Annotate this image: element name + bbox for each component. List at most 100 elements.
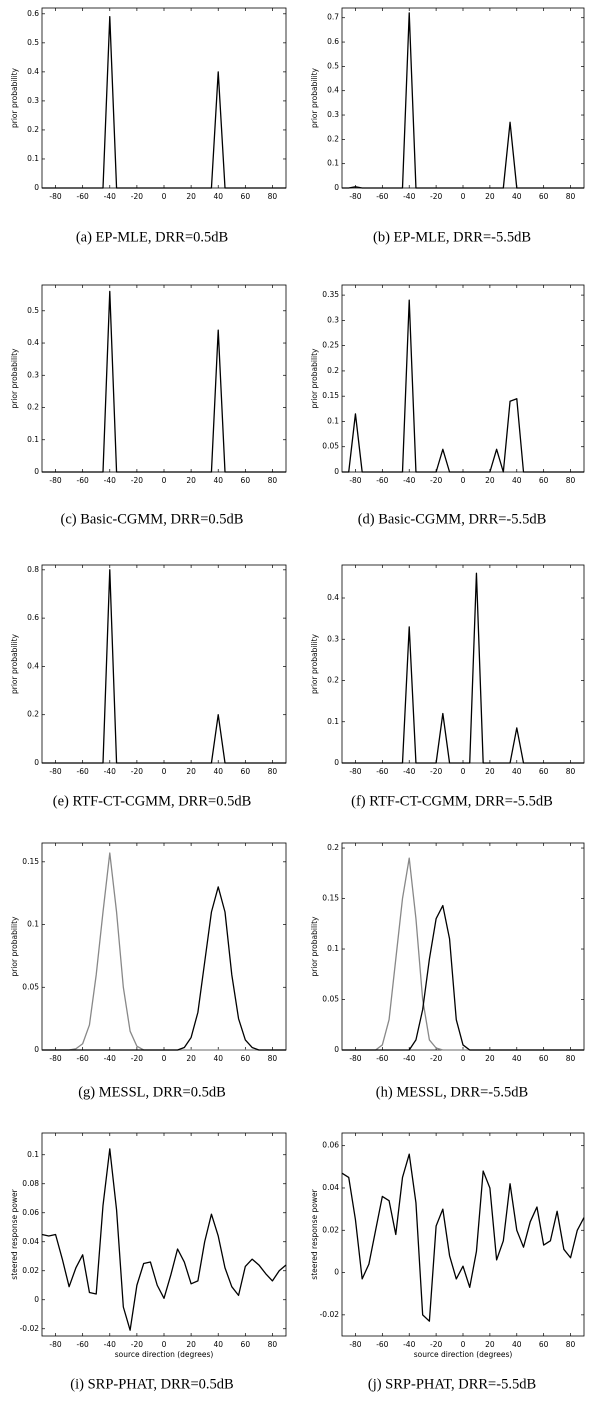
x-tick-label: -40 [403, 767, 415, 776]
plot-frame [41, 284, 287, 473]
x-tick-label: -80 [49, 767, 61, 776]
x-tick-label: 60 [539, 192, 549, 201]
y-tick-label: 0.05 [322, 995, 339, 1004]
y-tick-label: 0.1 [327, 717, 339, 726]
y-tick-label: 0.02 [22, 1266, 39, 1275]
data-line [42, 886, 286, 1051]
y-tick-label: 0.1 [27, 154, 39, 163]
x-tick-label: -20 [430, 1054, 442, 1063]
y-tick-label: 0.1 [327, 416, 339, 425]
x-tick-label: 20 [186, 767, 196, 776]
y-axis-label: steered response power [10, 1188, 19, 1279]
x-tick-label: 80 [268, 767, 278, 776]
x-tick-label: 80 [566, 767, 576, 776]
x-tick-label: 60 [539, 1054, 549, 1063]
y-tick-label: 0.8 [27, 565, 39, 574]
y-tick-label: 0.04 [322, 1183, 339, 1192]
y-tick-label: 0.06 [322, 1141, 339, 1150]
data-line [342, 12, 584, 189]
y-axis-label: prior probability [10, 348, 19, 409]
x-tick-label: 60 [241, 767, 251, 776]
y-tick-label: 0.2 [327, 843, 339, 852]
y-tick-label: 0 [334, 758, 339, 767]
x-tick-label: 80 [268, 192, 278, 201]
y-tick-label: 0.5 [327, 61, 339, 70]
caption: (a) EP-MLE, DRR=0.5dB [76, 229, 228, 245]
x-tick-label: 40 [512, 192, 522, 201]
y-tick-label: 0.4 [327, 593, 339, 602]
caption: (i) SRP-PHAT, DRR=0.5dB [70, 1376, 233, 1392]
x-tick-label: -80 [49, 192, 61, 201]
y-tick-label: 0.4 [27, 67, 39, 76]
x-tick-label: -40 [403, 1054, 415, 1063]
x-tick-label: -60 [77, 1054, 89, 1063]
y-axis-label: prior probability [10, 633, 19, 694]
x-tick-label: 40 [512, 767, 522, 776]
x-tick-label: 0 [162, 192, 167, 201]
x-tick-label: 60 [539, 476, 549, 485]
data-line [42, 852, 286, 1051]
y-tick-label: 0.2 [327, 134, 339, 143]
x-tick-label: -80 [349, 1054, 361, 1063]
y-tick-label: 0 [334, 1045, 339, 1054]
y-tick-label: 0.15 [322, 391, 339, 400]
x-tick-label: -60 [77, 1340, 89, 1349]
data-line [41, 1148, 287, 1331]
x-tick-label: 40 [213, 476, 223, 485]
x-tick-label: 80 [566, 476, 576, 485]
caption: (h) MESSL, DRR=-5.5dB [376, 1084, 528, 1100]
y-tick-label: 0 [334, 183, 339, 192]
x-tick-label: 60 [241, 192, 251, 201]
x-axis-label: source direction (degrees) [115, 1350, 214, 1359]
x-axis-label: source direction (degrees) [414, 1350, 513, 1359]
y-tick-label: 0.05 [22, 982, 39, 991]
x-tick-label: 0 [461, 767, 466, 776]
x-tick-label: 40 [512, 1054, 522, 1063]
x-tick-label: 60 [241, 1340, 251, 1349]
x-tick-label: 40 [213, 767, 223, 776]
data-line [342, 904, 584, 1051]
x-tick-label: -60 [77, 192, 89, 201]
y-tick-label: 0.6 [27, 9, 39, 18]
x-tick-label: 20 [485, 192, 495, 201]
x-tick-label: -60 [376, 476, 388, 485]
y-tick-label: 0.08 [22, 1179, 39, 1188]
y-tick-label: 0.02 [322, 1225, 339, 1234]
y-tick-label: 0.5 [27, 38, 39, 47]
x-tick-label: -80 [49, 1054, 61, 1063]
y-tick-label: 0.1 [27, 920, 39, 929]
y-tick-label: 0.3 [327, 315, 339, 324]
plot-frame [41, 7, 287, 189]
x-tick-label: 20 [186, 476, 196, 485]
x-tick-label: -60 [376, 1340, 388, 1349]
x-tick-label: -80 [349, 767, 361, 776]
y-tick-label: 0.2 [27, 403, 39, 412]
x-tick-label: 60 [539, 767, 549, 776]
x-tick-label: -20 [131, 192, 143, 201]
x-tick-label: 20 [485, 767, 495, 776]
y-tick-label: 0.04 [22, 1237, 39, 1246]
caption: (b) EP-MLE, DRR=-5.5dB [373, 229, 531, 245]
x-tick-label: 20 [186, 1054, 196, 1063]
y-tick-label: -0.02 [320, 1310, 340, 1319]
y-tick-label: 0 [34, 758, 39, 767]
x-tick-label: 20 [186, 192, 196, 201]
y-tick-label: 0 [34, 467, 39, 476]
y-tick-label: 0.1 [27, 1150, 39, 1159]
plot-frame [341, 564, 585, 764]
y-tick-label: 0.6 [27, 613, 39, 622]
y-tick-label: 0.15 [322, 894, 339, 903]
y-tick-label: 0.35 [322, 290, 339, 299]
x-tick-label: -60 [376, 767, 388, 776]
y-tick-label: 0.3 [327, 110, 339, 119]
x-tick-label: 20 [186, 1340, 196, 1349]
caption: (e) RTF-CT-CGMM, DRR=0.5dB [53, 793, 252, 809]
x-tick-label: -80 [49, 1340, 61, 1349]
x-tick-label: -20 [430, 476, 442, 485]
x-tick-label: -60 [376, 1054, 388, 1063]
plot-frame [341, 7, 585, 189]
y-axis-label: prior probability [310, 67, 319, 128]
x-tick-label: 60 [241, 1054, 251, 1063]
caption: (d) Basic-CGMM, DRR=-5.5dB [358, 511, 547, 527]
